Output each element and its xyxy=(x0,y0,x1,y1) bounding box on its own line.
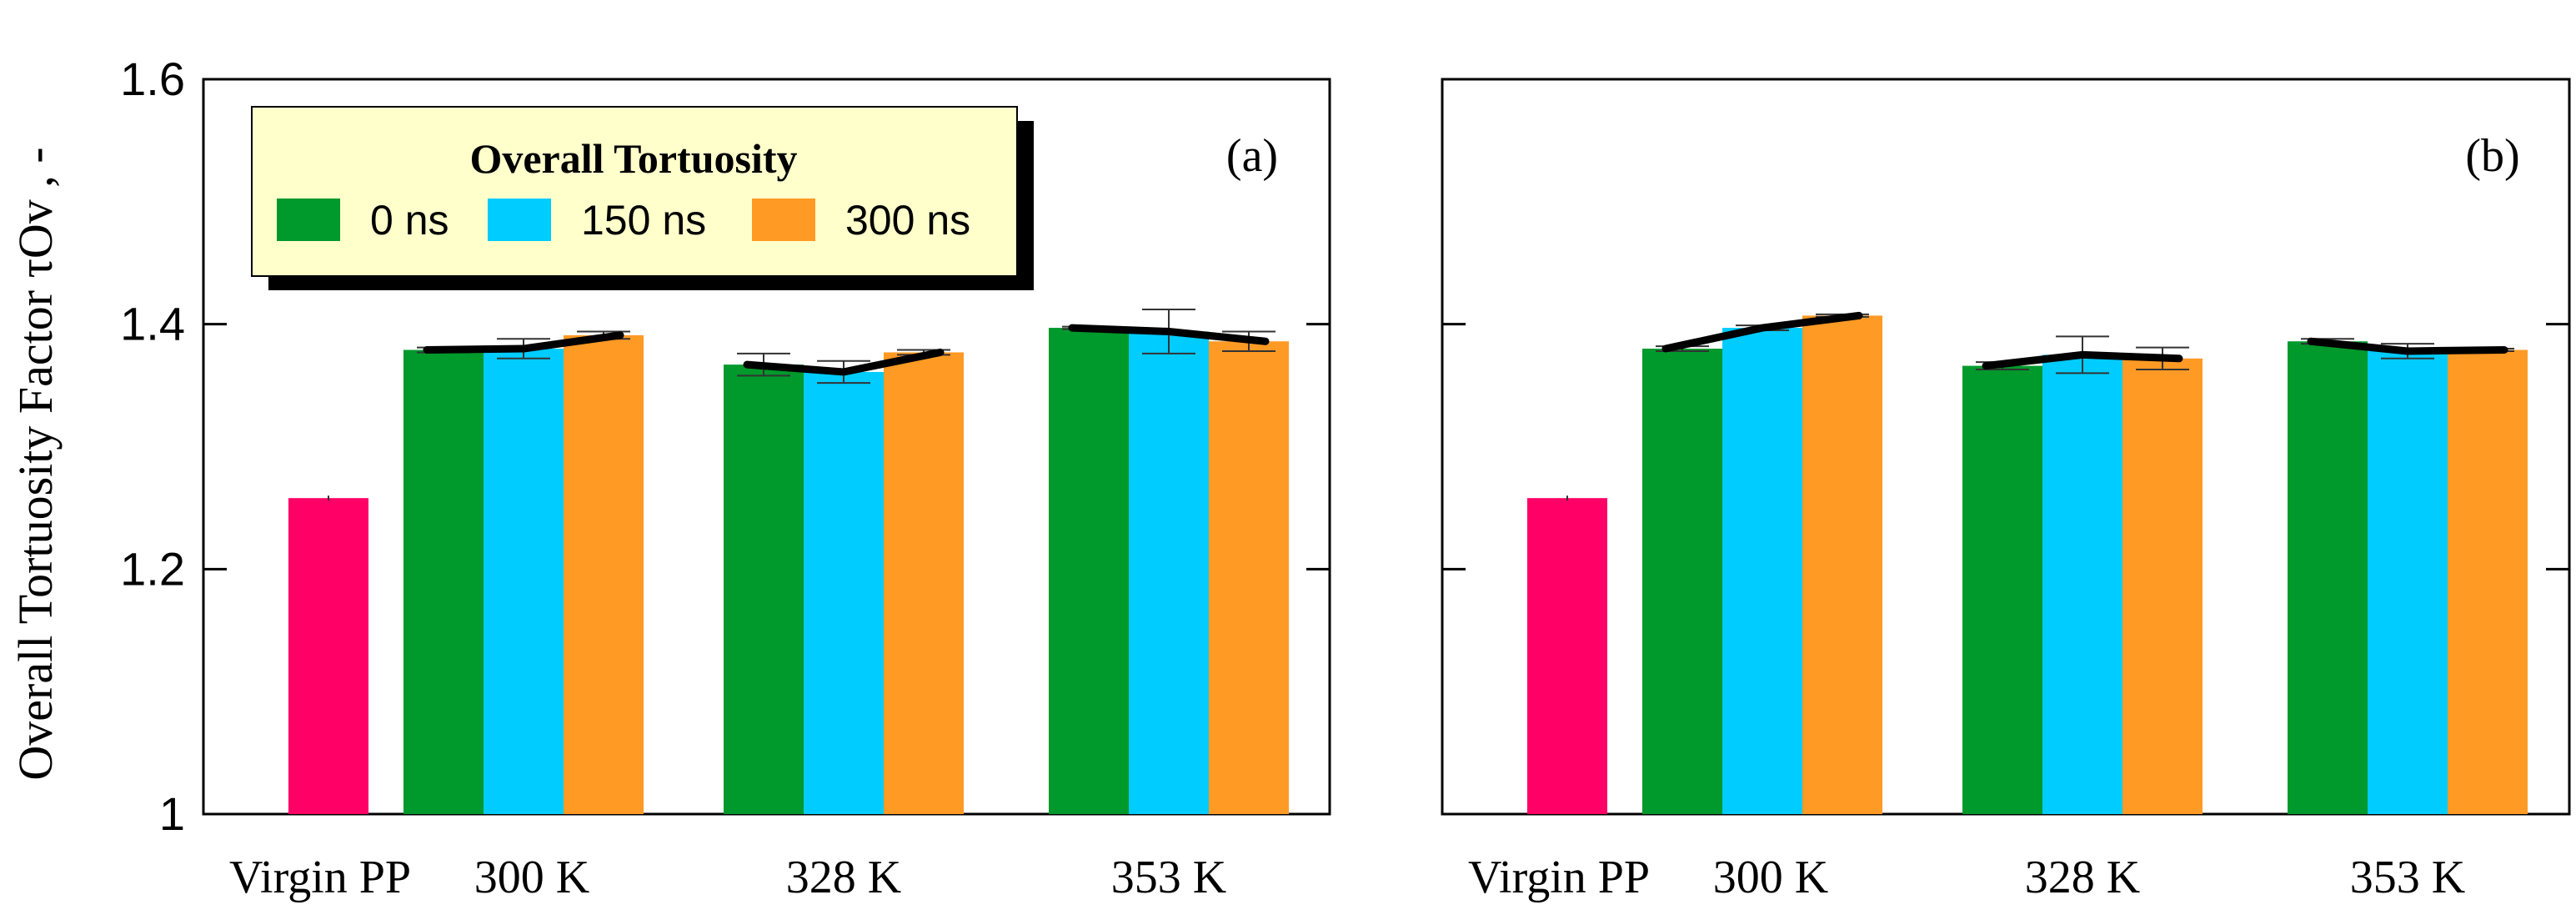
bar-virgin-pp xyxy=(1527,498,1607,814)
legend: Overall Tortuosity 0 ns 150 ns 300 ns xyxy=(251,106,1034,290)
bar-328k-150ns xyxy=(804,371,884,815)
bar-300k-150ns xyxy=(1722,328,1802,814)
x-category-label: 328 K xyxy=(786,852,901,903)
trend-line-353k xyxy=(2307,337,2508,355)
x-category-label: 300 K xyxy=(1713,852,1828,903)
chart-root: 1 1.2 1.4 1.6 Virgin PP 300 K 328 K 353 K (a) Vir… xyxy=(120,53,2571,903)
bar-virgin-pp xyxy=(288,498,368,814)
trend-line-328k xyxy=(1982,350,2183,370)
legend-swatch xyxy=(752,199,815,241)
bar-353k-300ns xyxy=(2448,349,2528,814)
y-tick-label: 1.2 xyxy=(120,542,185,595)
legend-swatch xyxy=(488,199,551,241)
bar-300k-0ns xyxy=(1642,349,1722,814)
bar-353k-0ns xyxy=(1049,328,1129,814)
bar-328k-0ns xyxy=(1962,365,2042,815)
trend-line-328k xyxy=(743,348,945,376)
y-tick-label: 1 xyxy=(159,787,185,840)
x-category-label: 353 K xyxy=(1111,852,1226,903)
x-category-label: Virgin PP xyxy=(229,852,411,903)
panel-label: (a) xyxy=(1226,130,1278,182)
panel-b: Virgin PP 300 K 328 K 353 K (b) xyxy=(1441,78,2571,903)
x-category-label: Virgin PP xyxy=(1468,852,1650,903)
bar-328k-150ns xyxy=(2042,354,2122,814)
legend-label: 150 ns xyxy=(581,197,706,244)
bar-328k-300ns xyxy=(884,352,964,814)
y-tick-label: 1.6 xyxy=(120,53,185,105)
y-tick-label: 1.4 xyxy=(120,298,185,350)
x-category-label: 328 K xyxy=(2025,852,2140,903)
trend-line-300k xyxy=(423,331,624,354)
bar-353k-150ns xyxy=(1129,331,1209,814)
legend-label: 300 ns xyxy=(845,197,970,244)
trend-line-353k xyxy=(1068,324,1270,345)
y-axis-title: Overall Tortuosity Factor τOv , - xyxy=(8,147,63,780)
x-category-label: 353 K xyxy=(2350,852,2465,903)
panel-a: 1 1.2 1.4 1.6 Virgin PP 300 K 328 K 353 K (a) xyxy=(120,53,1331,903)
bar-353k-150ns xyxy=(2368,350,2448,815)
bar-328k-300ns xyxy=(2122,358,2203,814)
trend-line-300k xyxy=(1661,311,1863,353)
panel-label: (b) xyxy=(2465,130,2519,182)
x-category-label: 300 K xyxy=(474,852,589,903)
bar-300k-300ns xyxy=(1802,315,1882,815)
bar-300k-150ns xyxy=(484,349,564,814)
bar-353k-300ns xyxy=(1209,341,1289,814)
legend-label: 0 ns xyxy=(370,197,449,244)
bar-353k-0ns xyxy=(2288,341,2368,814)
bar-300k-0ns xyxy=(403,349,484,814)
legend-swatch xyxy=(277,199,340,241)
legend-title: Overall Tortuosity xyxy=(469,135,797,182)
legend-box xyxy=(251,106,1018,277)
bar-300k-300ns xyxy=(564,334,644,814)
bar-328k-0ns xyxy=(724,364,804,814)
